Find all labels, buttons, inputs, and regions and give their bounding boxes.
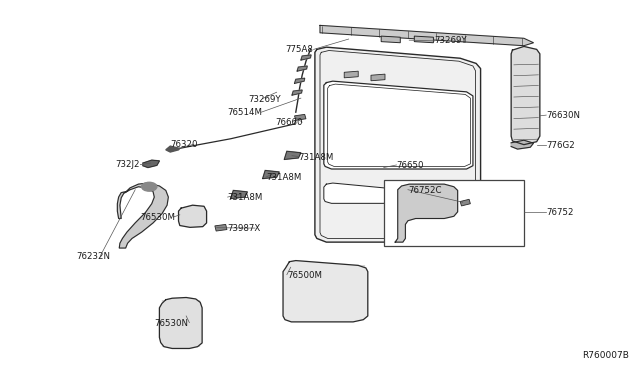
Text: 76500M: 76500M — [287, 271, 322, 280]
Polygon shape — [344, 71, 358, 78]
Text: 776G2: 776G2 — [546, 141, 575, 150]
Polygon shape — [159, 298, 202, 349]
Polygon shape — [117, 183, 168, 248]
Polygon shape — [301, 55, 311, 60]
Text: 731A8M: 731A8M — [266, 173, 301, 182]
Polygon shape — [283, 260, 368, 322]
Polygon shape — [294, 114, 306, 120]
Polygon shape — [294, 78, 305, 83]
Text: 775A8: 775A8 — [285, 45, 314, 54]
Text: 76752C: 76752C — [408, 186, 442, 195]
Polygon shape — [460, 199, 470, 206]
Text: 76530N: 76530N — [154, 319, 188, 328]
Polygon shape — [315, 47, 481, 242]
Polygon shape — [231, 190, 247, 199]
Text: R760007B: R760007B — [582, 350, 629, 359]
Polygon shape — [179, 205, 207, 227]
Polygon shape — [215, 224, 227, 231]
Polygon shape — [381, 36, 400, 43]
Polygon shape — [511, 46, 540, 145]
Text: 76650: 76650 — [396, 161, 424, 170]
Text: 732J2: 732J2 — [115, 160, 140, 169]
Text: 76320: 76320 — [170, 140, 198, 149]
Text: 73987X: 73987X — [228, 224, 261, 233]
Text: 731A8M: 731A8M — [228, 193, 263, 202]
Polygon shape — [324, 81, 473, 169]
Text: 73269Y: 73269Y — [435, 36, 467, 45]
Polygon shape — [143, 160, 159, 167]
Text: 731A8M: 731A8M — [298, 153, 333, 162]
Text: 76232N: 76232N — [77, 252, 111, 262]
Polygon shape — [320, 25, 534, 46]
Text: 76752: 76752 — [546, 208, 573, 217]
Text: 73269Y: 73269Y — [248, 95, 281, 104]
Polygon shape — [297, 66, 307, 71]
Polygon shape — [292, 90, 302, 95]
Circle shape — [141, 182, 157, 191]
Polygon shape — [414, 36, 433, 43]
Polygon shape — [324, 183, 390, 203]
FancyBboxPatch shape — [384, 180, 524, 246]
Text: 76514M: 76514M — [228, 108, 262, 118]
Text: 76530M: 76530M — [140, 213, 175, 222]
Text: 76660: 76660 — [275, 118, 303, 127]
Polygon shape — [284, 151, 301, 160]
Polygon shape — [262, 170, 279, 179]
Polygon shape — [511, 140, 534, 149]
Polygon shape — [395, 184, 458, 242]
Polygon shape — [166, 146, 180, 152]
Text: 76630N: 76630N — [546, 111, 580, 121]
Polygon shape — [371, 74, 385, 81]
